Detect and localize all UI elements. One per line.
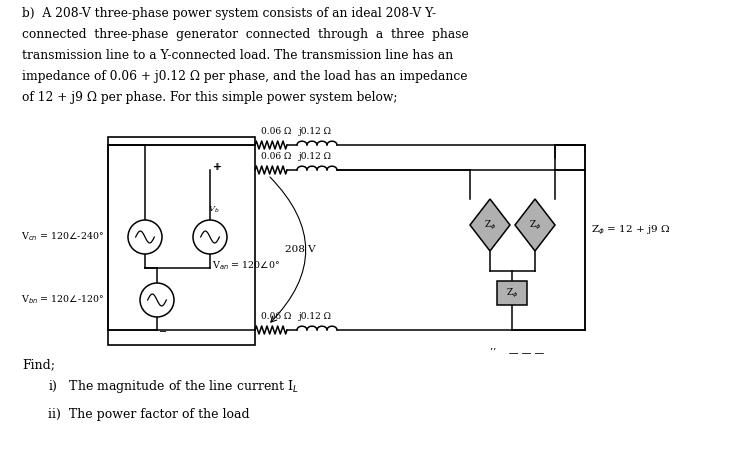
Text: 0.06 Ω: 0.06 Ω	[261, 312, 291, 321]
Text: impedance of 0.06 + j0.12 Ω per phase, and the load has an impedance: impedance of 0.06 + j0.12 Ω per phase, a…	[22, 70, 468, 83]
Text: of 12 + j9 Ω per phase. For this simple power system below;: of 12 + j9 Ω per phase. For this simple …	[22, 91, 397, 104]
Text: connected  three-phase  generator  connected  through  a  three  phase: connected three-phase generator connecte…	[22, 28, 469, 41]
Text: j0.12 Ω: j0.12 Ω	[299, 152, 332, 161]
Text: ’’    — — —: ’’ — — —	[490, 348, 545, 358]
Text: 0.06 Ω: 0.06 Ω	[261, 152, 291, 161]
Text: i)   The magnitude of the line current I$_L$: i) The magnitude of the line current I$_…	[48, 378, 300, 395]
Text: b)  A 208-V three-phase power system consists of an ideal 208-V Y-: b) A 208-V three-phase power system cons…	[22, 7, 436, 20]
Text: V$_{bn}$ = 120$\angle$-120°: V$_{bn}$ = 120$\angle$-120°	[20, 294, 104, 306]
Text: ii)  The power factor of the load: ii) The power factor of the load	[48, 408, 249, 421]
Text: 0.06 Ω: 0.06 Ω	[261, 127, 291, 136]
Text: +: +	[213, 162, 221, 172]
Circle shape	[140, 283, 174, 317]
Polygon shape	[515, 199, 555, 251]
Text: Z$_{\phi}$: Z$_{\phi}$	[484, 219, 496, 232]
Text: +: +	[213, 162, 221, 172]
Text: −: −	[159, 327, 167, 337]
Text: Z$_{\phi}$: Z$_{\phi}$	[529, 219, 541, 232]
Text: Find;: Find;	[22, 358, 55, 371]
Circle shape	[128, 220, 162, 254]
Text: V$_{cn}$ = 120$\angle$-240°: V$_{cn}$ = 120$\angle$-240°	[21, 231, 104, 243]
Circle shape	[193, 220, 227, 254]
Text: V$_{an}$ = 120$\angle$0°: V$_{an}$ = 120$\angle$0°	[212, 260, 280, 272]
Text: V$_b$: V$_b$	[208, 205, 220, 215]
Text: j0.12 Ω: j0.12 Ω	[299, 312, 332, 321]
Text: Z$_{\phi}$ = 12 + j9 Ω: Z$_{\phi}$ = 12 + j9 Ω	[591, 223, 670, 237]
Text: j0.12 Ω: j0.12 Ω	[299, 127, 332, 136]
Text: transmission line to a Y-connected load. The transmission line has an: transmission line to a Y-connected load.…	[22, 49, 453, 62]
Bar	[497, 281, 527, 305]
Text: 208 V: 208 V	[285, 246, 316, 255]
Text: Z$_{\phi}$: Z$_{\phi}$	[506, 286, 518, 300]
Polygon shape	[470, 199, 510, 251]
